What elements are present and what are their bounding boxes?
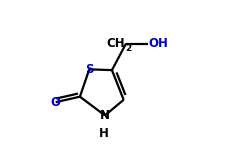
Text: 2: 2 — [125, 44, 131, 53]
Text: O: O — [51, 96, 61, 109]
Text: N: N — [100, 109, 110, 122]
Text: H: H — [99, 127, 108, 140]
Text: CH: CH — [107, 37, 125, 50]
Text: S: S — [85, 63, 94, 76]
Text: OH: OH — [149, 37, 168, 50]
